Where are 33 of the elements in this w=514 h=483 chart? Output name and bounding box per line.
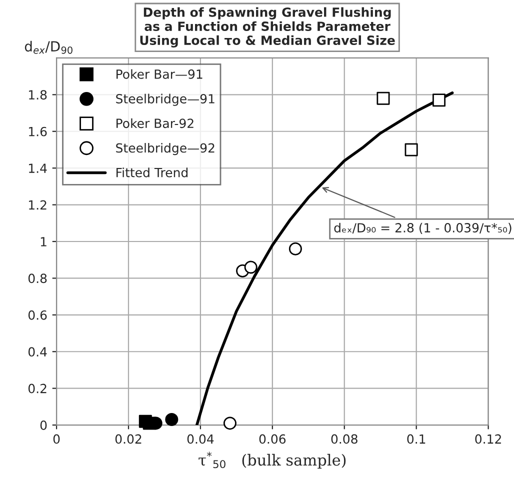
legend-label: Poker Bar—91 (116, 69, 202, 79)
y-tick-label: 0.4 (28, 347, 47, 357)
x-tick-label: 0.06 (259, 434, 286, 444)
y-tick-label: 0.2 (28, 384, 46, 394)
y-tick-label: 0 (40, 420, 47, 430)
y-axis-title: d$_{ex}$/D$_{90}$ (24, 40, 72, 54)
x-tick-label: 0.04 (187, 434, 214, 444)
legend-label: Steelbridge—92 (116, 143, 214, 156)
point (404, 143, 418, 156)
x-tick-label: 0.08 (331, 434, 358, 444)
x-tick-label: 0 (53, 434, 60, 444)
text: τ$^{*}$$_{50}$ (bulk sample) (198, 452, 346, 469)
chart-title: Depth of Spawning Gravel Flushing as a Function of Shields Parameter Using Local τo & Median Gravel Size (140, 7, 395, 48)
y-tick-label: 1.6 (29, 126, 47, 136)
point (223, 416, 236, 430)
point (376, 92, 390, 105)
point (432, 94, 446, 107)
y-tick-label: 0.6 (28, 310, 47, 320)
x-tick-label: 0.02 (115, 434, 142, 444)
y-tick-label: 0.8 (28, 274, 47, 284)
y-tick-label: 1.4 (29, 164, 47, 173)
point (244, 260, 258, 274)
y-tick-label: 1.8 (29, 90, 47, 100)
point (165, 413, 178, 426)
legend-label: Steelbridge—91 (116, 94, 214, 106)
y-tick-label: 1.2 (29, 200, 46, 210)
annotation: dₑₓ/D₉₀ = 2.8 (1 - 0.039/τ*₅₀) (334, 222, 512, 234)
x-tick-label: 0.12 (475, 434, 501, 444)
legend-label: Poker Bar-92 (116, 118, 194, 128)
legend-label: Fitted Trend (116, 168, 188, 178)
y-tick-label: 1 (40, 237, 46, 246)
point (288, 242, 302, 256)
x-tick-label: 0.1 (407, 434, 426, 444)
